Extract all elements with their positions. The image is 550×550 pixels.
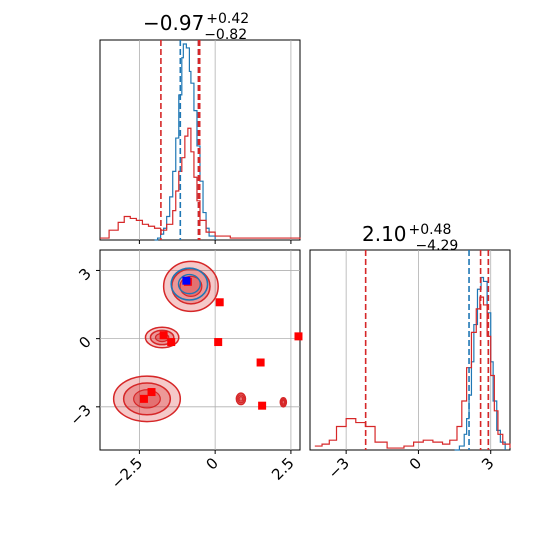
marginal-x-title-upper: +0.42	[206, 11, 249, 27]
joint-x-tick-label: −2.5	[108, 454, 146, 492]
joint-marker-red	[167, 338, 176, 347]
marginal-x-series-blue	[154, 43, 216, 241]
marginal-y-title-lower: −4.29	[415, 238, 458, 254]
marginal-x-grid	[138, 40, 292, 240]
joint-marker-blue	[182, 276, 191, 285]
marginal-x-series	[100, 43, 301, 241]
marginal-x-ticks	[138, 240, 292, 244]
marginal-y-title-upper: +0.48	[409, 222, 452, 238]
joint-marker-red	[139, 394, 148, 403]
marginal-y-ticks: −3 0 3	[325, 450, 498, 482]
joint-marker-red	[215, 298, 224, 307]
marginal-x-title-lower: −0.82	[204, 27, 247, 43]
joint-marker-red	[258, 401, 267, 410]
marginal-y-tick-label: −3	[325, 454, 353, 482]
joint-contour-red-inner	[281, 399, 286, 405]
marginal-x-title-value: −0.97	[143, 11, 204, 35]
joint-x-tick-label: 2.5	[268, 454, 298, 484]
marginal-y-title: 2.10 +0.48 −4.29	[362, 222, 458, 254]
joint-x-tick-label: 0	[203, 454, 222, 473]
joint-marker-red	[147, 388, 156, 397]
joint-contour-red-inner	[238, 395, 244, 402]
marginal-x-panel: −0.97 +0.42 −0.82	[99, 11, 301, 244]
joint-marker-red	[294, 332, 303, 341]
joint-y-tick-label: 0	[75, 333, 94, 352]
marginal-y-panel: −3 0 3 2.10 +0.48 −4.29	[309, 222, 511, 482]
marginal-y-tick-label: 0	[406, 454, 425, 473]
joint-marker-red	[256, 358, 265, 367]
joint-y-tick-label: −3	[66, 401, 94, 429]
joint-marker-red	[214, 338, 223, 347]
joint-markers	[139, 276, 303, 410]
marginal-x-quantile-lines	[160, 40, 201, 240]
joint-panel: −2.5 0 2.5 3 0 −3	[66, 249, 303, 493]
marginal-y-series-red	[314, 296, 511, 449]
marginal-x-title: −0.97 +0.42 −0.82	[143, 11, 249, 43]
joint-contour-blue-inner	[177, 273, 202, 295]
joint-y-tick-label: 3	[75, 265, 94, 284]
joint-frame	[99, 249, 301, 451]
joint-contour-blue-outer	[170, 267, 209, 301]
marginal-y-tick-label: 3	[478, 454, 497, 473]
marginal-x-series-red	[100, 127, 301, 240]
joint-marker-red	[159, 331, 168, 340]
marginal-y-quantile-lines	[364, 250, 490, 450]
marginal-y-frame	[309, 249, 511, 451]
marginal-y-title-value: 2.10	[362, 222, 407, 246]
